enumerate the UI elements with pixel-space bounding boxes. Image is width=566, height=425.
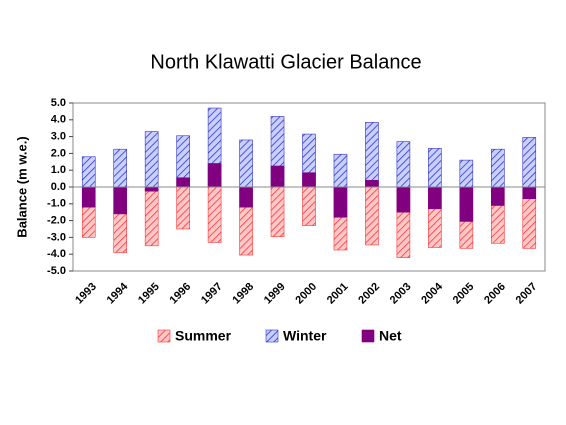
bar — [207, 163, 222, 188]
bar — [428, 148, 442, 188]
y-tick-label: 3.0 — [51, 131, 66, 143]
y-tick-label: 4.0 — [51, 114, 66, 126]
bar — [81, 156, 96, 188]
bar — [490, 186, 505, 206]
bar — [459, 186, 474, 222]
bar — [239, 139, 253, 188]
bar — [270, 186, 285, 237]
legend-label: Winter — [283, 328, 327, 344]
bar — [302, 186, 316, 226]
legend-swatch — [157, 329, 171, 343]
bar — [144, 186, 159, 192]
legend-label: Summer — [175, 328, 232, 344]
bar — [176, 177, 190, 188]
bar — [396, 141, 411, 188]
y-axis-label: Balance (m w.e.) — [14, 136, 29, 237]
y-tick-label: -1.0 — [47, 198, 66, 210]
legend-swatch — [265, 329, 279, 343]
bar — [490, 148, 505, 188]
y-tick-label: -4.0 — [47, 248, 66, 260]
bar — [144, 131, 159, 188]
bar — [428, 186, 442, 210]
legend-label: Net — [379, 328, 402, 344]
bar — [396, 186, 411, 213]
y-tick-label: -5.0 — [47, 265, 66, 277]
bar — [333, 186, 348, 218]
bar — [176, 186, 190, 230]
bar — [270, 165, 285, 188]
y-tick-label: 1.0 — [51, 164, 66, 176]
bar — [365, 179, 379, 188]
bar — [522, 137, 537, 188]
bar — [144, 186, 159, 247]
y-tick-label: 2.0 — [51, 147, 66, 159]
bar — [113, 186, 127, 215]
legend-swatch — [361, 329, 375, 343]
bar — [81, 186, 96, 208]
bar — [207, 186, 222, 243]
chart-title: North Klawatti Glacier Balance — [150, 51, 421, 73]
y-tick-label: 5.0 — [51, 97, 66, 109]
bar — [302, 172, 316, 188]
bar — [365, 122, 379, 188]
bar — [239, 186, 253, 208]
y-tick-label: 0.0 — [51, 181, 66, 193]
bar — [522, 186, 537, 200]
bar — [459, 159, 474, 188]
bar — [113, 148, 127, 188]
y-tick-label: -2.0 — [47, 215, 66, 227]
y-tick-label: -3.0 — [47, 231, 66, 243]
bar — [365, 186, 379, 246]
bar — [333, 153, 348, 188]
